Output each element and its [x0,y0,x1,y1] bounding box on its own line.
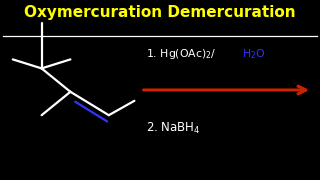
Text: Oxymercuration Demercuration: Oxymercuration Demercuration [24,5,296,20]
Text: 1. Hg(OAc)$_2$/: 1. Hg(OAc)$_2$/ [146,47,216,61]
Text: 2. NaBH$_4$: 2. NaBH$_4$ [146,121,200,136]
Text: H$_2$O: H$_2$O [242,47,265,61]
